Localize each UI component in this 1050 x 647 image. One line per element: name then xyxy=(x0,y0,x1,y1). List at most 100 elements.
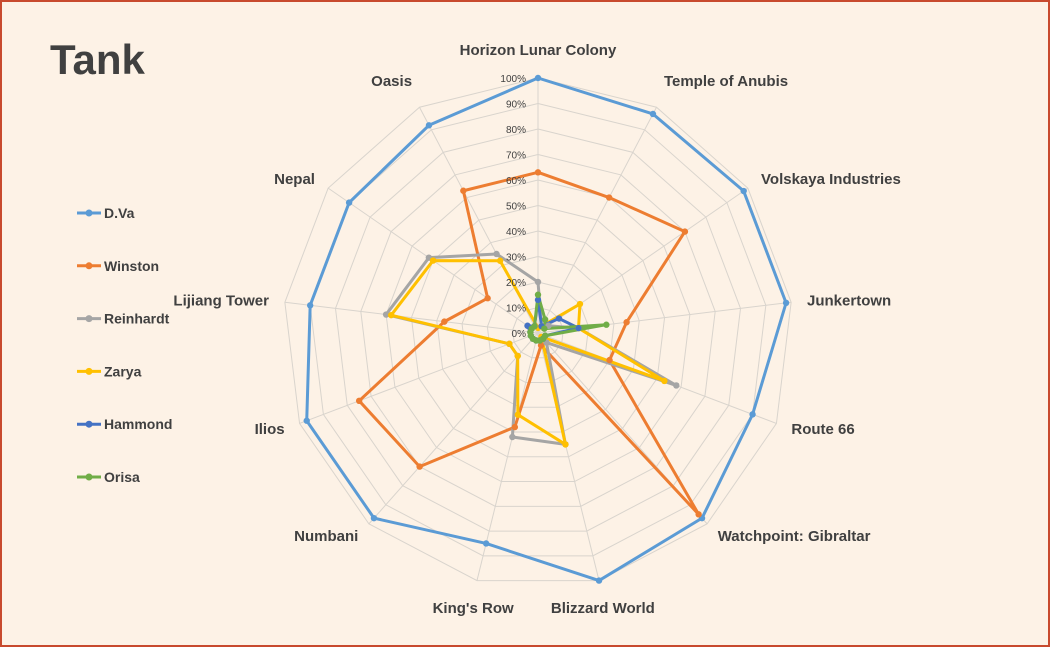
axis-label: Volskaya Industries xyxy=(761,171,901,188)
data-point xyxy=(506,340,513,348)
data-point xyxy=(681,228,689,235)
data-point xyxy=(387,311,395,319)
data-point xyxy=(537,342,545,349)
chart-title: Tank xyxy=(50,36,145,83)
data-point xyxy=(695,511,702,518)
legend-marker xyxy=(85,262,93,270)
legend-marker xyxy=(85,473,93,481)
legend: D.Va Winston Reinhardt Zarya Hammond Orisa xyxy=(77,205,172,485)
grid-spoke xyxy=(537,106,657,334)
data-point xyxy=(673,382,680,389)
series-line-1 xyxy=(357,170,701,516)
data-point xyxy=(749,411,756,418)
data-point xyxy=(514,352,521,360)
legend-label: Winston xyxy=(104,258,159,274)
radial-tick-labels: 0% 10% 20% 30% 40% 50% 60% 70% 80% 90% 100% xyxy=(500,74,526,340)
tick-label: 70% xyxy=(506,151,526,162)
data-point xyxy=(441,318,448,325)
data-point xyxy=(541,316,549,323)
grid-spoke xyxy=(368,332,539,525)
series-line-3 xyxy=(389,259,666,446)
data-point xyxy=(460,187,467,194)
axis-label: Route 66 xyxy=(791,421,854,438)
tick-label: 40% xyxy=(506,227,526,238)
legend-marker xyxy=(85,315,93,323)
axis-label: Lijiang Tower xyxy=(173,292,269,309)
grid-spoke xyxy=(537,332,600,581)
grid-spoke xyxy=(299,332,539,424)
legend-marker xyxy=(85,209,93,217)
radar-points xyxy=(303,74,790,584)
data-point xyxy=(562,441,569,448)
legend-label: Reinhardt xyxy=(104,311,170,327)
data-point xyxy=(555,315,563,322)
series-line-0 xyxy=(305,76,788,583)
axis-label: Numbani xyxy=(294,528,358,545)
data-point xyxy=(740,187,747,195)
series-line-2 xyxy=(384,252,678,446)
grid-ring xyxy=(360,153,716,507)
data-point xyxy=(493,250,500,258)
axis-label: Watchpoint: Gibraltar xyxy=(718,528,871,545)
grid-ring xyxy=(436,230,640,433)
data-point xyxy=(303,417,310,424)
data-point xyxy=(623,319,630,326)
axis-label: Oasis xyxy=(371,73,412,90)
axis-label: Nepal xyxy=(274,171,315,188)
data-point xyxy=(649,110,657,118)
data-point xyxy=(355,397,363,405)
data-point xyxy=(534,278,542,286)
data-point xyxy=(605,194,613,201)
data-point xyxy=(425,122,433,129)
radar-series xyxy=(305,76,788,583)
data-point xyxy=(661,377,668,385)
data-point xyxy=(306,302,314,309)
tick-label: 0% xyxy=(512,329,527,340)
grid-ring xyxy=(334,128,742,532)
tick-label: 10% xyxy=(506,304,526,315)
data-point xyxy=(534,296,542,304)
data-point xyxy=(576,300,584,308)
tick-label: 20% xyxy=(506,278,526,289)
axis-label: Ilios xyxy=(255,421,285,438)
axis-labels: Horizon Lunar Colony Temple of Anubis Vols… xyxy=(173,42,900,617)
data-point xyxy=(416,463,423,470)
legend-marker xyxy=(85,420,93,428)
grid-spoke xyxy=(284,301,539,334)
axis-label: King's Row xyxy=(433,600,514,617)
legend-label: Zarya xyxy=(104,363,142,379)
tick-label: 80% xyxy=(506,125,526,136)
data-point xyxy=(514,411,522,418)
tick-label: 50% xyxy=(506,202,526,213)
data-point xyxy=(782,299,790,307)
data-point xyxy=(370,514,378,522)
legend-marker xyxy=(85,367,93,375)
grid-ring xyxy=(284,77,792,582)
grid-ring xyxy=(410,204,666,458)
grid-ring xyxy=(461,255,615,408)
data-point xyxy=(382,311,390,318)
grid-spoke xyxy=(476,332,539,581)
tick-label: 90% xyxy=(506,100,526,111)
data-point xyxy=(345,199,353,206)
axis-label: Junkertown xyxy=(807,292,891,309)
tick-label: 30% xyxy=(506,253,526,264)
data-point xyxy=(534,74,542,82)
grid-ring xyxy=(486,281,590,384)
legend-label: D.Va xyxy=(104,205,135,221)
data-point xyxy=(484,295,491,302)
tick-label: 60% xyxy=(506,176,526,187)
data-point xyxy=(595,577,603,584)
data-point xyxy=(534,291,542,298)
data-point xyxy=(606,356,613,364)
tick-label: 100% xyxy=(500,74,526,85)
data-point xyxy=(509,433,516,441)
data-point xyxy=(496,257,504,264)
data-point xyxy=(429,257,437,264)
data-point xyxy=(541,325,548,332)
data-point xyxy=(531,323,538,330)
data-point xyxy=(534,169,542,176)
data-point xyxy=(575,324,582,332)
data-point xyxy=(482,540,490,547)
